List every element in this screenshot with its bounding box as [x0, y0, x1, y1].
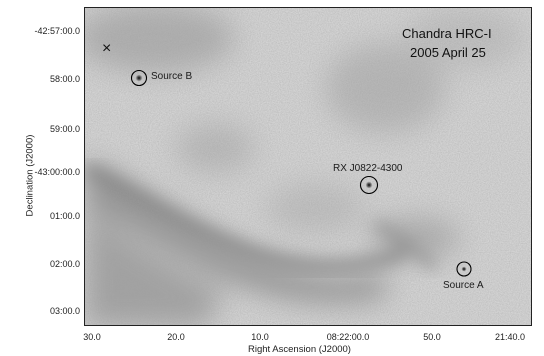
y-axis-title: Declination (J2000) — [24, 134, 36, 217]
x-tick-label: 21:40.0 — [494, 332, 526, 342]
y-tick-label: 02:00.0 — [49, 259, 80, 269]
y-tick-label: -42:57:00.0 — [34, 26, 80, 36]
y-tick-label: 01:00.0 — [49, 211, 80, 221]
source-a-circle — [456, 261, 472, 277]
xray-image-panel — [84, 7, 532, 326]
y-tick-label: 58:00.0 — [49, 74, 80, 84]
x-tick-label: 30.0 — [83, 332, 101, 342]
x-tick-label: 20.0 — [167, 332, 185, 342]
y-tick-label: 03:00.0 — [49, 306, 80, 316]
xray-image-svg — [85, 8, 531, 325]
cross-marker: × — [102, 40, 112, 57]
rx-j0822-circle — [359, 175, 379, 195]
rx-j0822-label: RX J0822-4300 — [333, 163, 403, 174]
plot-title-line-1: Chandra HRC-I — [402, 26, 492, 41]
x-tick-label: 08:22:00.0 — [326, 332, 370, 342]
source-a-point — [461, 266, 467, 272]
source-b-circle — [130, 69, 148, 87]
source-b-point — [135, 74, 143, 82]
plot-title-line-2: 2005 April 25 — [410, 45, 486, 60]
x-tick-label: 10.0 — [251, 332, 269, 342]
source-b-label: Source B — [151, 71, 193, 82]
source-a-label: Source A — [443, 280, 484, 291]
x-tick-label: 50.0 — [423, 332, 441, 342]
y-tick-label: -43:00:00.0 — [34, 167, 80, 177]
x-axis-title: Right Ascension (J2000) — [248, 344, 351, 355]
y-tick-label: 59:00.0 — [49, 124, 80, 134]
rx-j0822-point — [365, 181, 373, 189]
